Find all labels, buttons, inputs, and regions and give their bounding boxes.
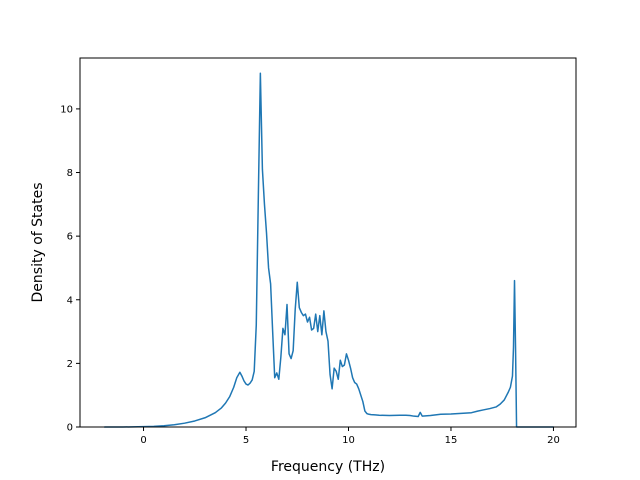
y-tick-label: 10 [60,104,73,115]
x-tick-label: 15 [445,435,458,446]
dos-series-line [103,72,555,428]
x-axis-label: Frequency (THz) [271,459,385,475]
y-tick-label: 2 [67,359,73,370]
x-tick-label: 20 [547,435,560,446]
axes-frame [79,57,577,428]
x-tick-label: 0 [140,435,146,446]
x-tick-label: 10 [342,435,355,446]
y-axis-label: Density of States [30,183,46,303]
plot-area [103,72,555,428]
ticks: 0 5 10 15 20 0 2 4 6 8 10 [60,104,560,446]
y-tick-label: 6 [67,232,73,243]
y-tick-label: 8 [67,168,73,179]
x-tick-label: 5 [243,435,249,446]
y-tick-label: 4 [67,295,73,306]
y-tick-label: 0 [67,423,73,434]
